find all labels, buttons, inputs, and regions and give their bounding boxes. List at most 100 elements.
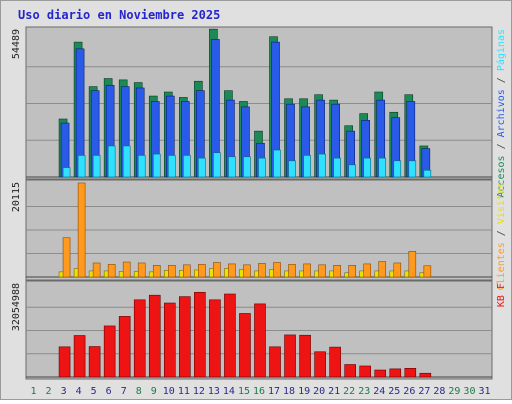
legend-entry: Visitas (496, 182, 507, 224)
bar-kb (404, 367, 417, 378)
legend-separator: / (496, 137, 507, 155)
x-tick-label: 22 (343, 386, 355, 397)
bar-clientes (363, 263, 372, 278)
bar-paginas (167, 155, 176, 178)
bar-clientes (183, 264, 191, 278)
bar-paginas (273, 149, 281, 178)
x-tick-label: 6 (106, 386, 112, 397)
bar-paginas (288, 160, 296, 178)
bar-kb (148, 294, 161, 378)
x-tick-label: 24 (373, 386, 385, 397)
bar-paginas (318, 153, 326, 178)
x-axis-labels: 1 2 3 4 5 6 7 8 9 10 11 12 13 14 15 16 17 18 19 20 21 22 23 24 2… (31, 386, 491, 397)
x-tick-label: 28 (433, 386, 445, 397)
bar-clientes (77, 182, 86, 278)
bar-kb (209, 299, 221, 378)
bar-kb (118, 316, 131, 378)
x-tick-label: 10 (163, 386, 175, 397)
bar-paginas (137, 155, 146, 178)
bar-paginas (333, 157, 341, 178)
bar-paginas (348, 164, 356, 178)
x-tick-label: 17 (268, 386, 280, 397)
x-tick-label: 4 (76, 386, 82, 397)
x-tick-label: 23 (358, 386, 370, 397)
x-tick-label: 16 (253, 386, 265, 397)
bar-paginas (198, 157, 206, 178)
x-tick-label: 13 (208, 386, 220, 397)
bar-kb (269, 346, 281, 378)
bar-kb (179, 296, 191, 378)
bar-clientes (198, 264, 206, 278)
bar-paginas (243, 156, 251, 178)
bar-clientes (423, 265, 432, 278)
bar-clientes (107, 264, 116, 278)
bar-paginas (62, 167, 71, 178)
x-tick-label: 21 (328, 386, 340, 397)
x-tick-label: 7 (121, 386, 127, 397)
bar-kb (314, 351, 326, 378)
bar-paginas (408, 160, 417, 178)
bar-paginas (92, 155, 101, 178)
bar-paginas (152, 153, 161, 178)
bar-clientes (378, 261, 387, 278)
bar-clientes (122, 261, 131, 278)
scale-label: 54489 (11, 29, 22, 59)
bar-clientes (288, 264, 296, 278)
legend-top: Accesos / Archivos / Páginas (495, 29, 507, 198)
x-tick-label: 15 (238, 386, 250, 397)
bar-kb (419, 372, 432, 378)
bar-paginas (107, 145, 116, 178)
x-tick-label: 8 (136, 386, 142, 397)
x-tick-label: 9 (151, 386, 157, 397)
bar-clientes (333, 265, 341, 278)
scale-label: 20115 (11, 182, 22, 212)
bar-paginas (363, 157, 372, 178)
bar-clientes (92, 262, 101, 278)
bar-kb (254, 303, 266, 378)
x-tick-label: 26 (403, 386, 415, 397)
x-tick-label: 11 (178, 386, 190, 397)
legend-entry: Accesos (496, 155, 507, 197)
chart-title: Uso diario en Noviembre 2025 (18, 8, 220, 22)
bar-paginas (122, 145, 131, 178)
legend-entry: KB F (496, 283, 507, 307)
bar-kb (239, 313, 251, 378)
x-tick-label: 19 (298, 386, 310, 397)
x-tick-label: 20 (313, 386, 325, 397)
bar-paginas (393, 160, 402, 178)
bar-clientes (167, 265, 176, 278)
x-tick-label: 14 (223, 386, 235, 397)
legend-entry: Páginas (495, 29, 507, 71)
bar-paginas (213, 152, 221, 178)
bar-clientes (228, 263, 236, 278)
bar-kb (389, 368, 402, 378)
bar-paginas (423, 169, 432, 178)
legend-separator: / (496, 224, 507, 242)
bar-paginas (183, 155, 191, 178)
x-tick-label: 25 (388, 386, 400, 397)
bar-paginas (378, 157, 387, 178)
bar-kb (73, 335, 86, 378)
bar-kb (359, 365, 372, 378)
bar-kb (284, 334, 296, 378)
bar-clientes (393, 262, 402, 278)
bar-clientes (258, 263, 266, 278)
bar-paginas (303, 155, 311, 178)
bar-clientes (152, 265, 161, 278)
bar-clientes (273, 262, 281, 278)
legend-separator: / (496, 71, 507, 89)
x-tick-label: 12 (193, 386, 205, 397)
bar-clientes (318, 264, 326, 278)
bar-clientes (408, 250, 417, 278)
bar-kb (224, 293, 236, 378)
legend-entry: Archivos (496, 89, 507, 137)
bar-kb (88, 346, 101, 378)
legend-bottom: KB F (496, 283, 507, 307)
bar-clientes (137, 262, 146, 278)
x-tick-label: 3 (61, 386, 67, 397)
bar-clientes (348, 265, 356, 278)
bar-kb (163, 302, 176, 378)
x-tick-label: 29 (448, 386, 460, 397)
x-tick-label: 1 (31, 386, 37, 397)
